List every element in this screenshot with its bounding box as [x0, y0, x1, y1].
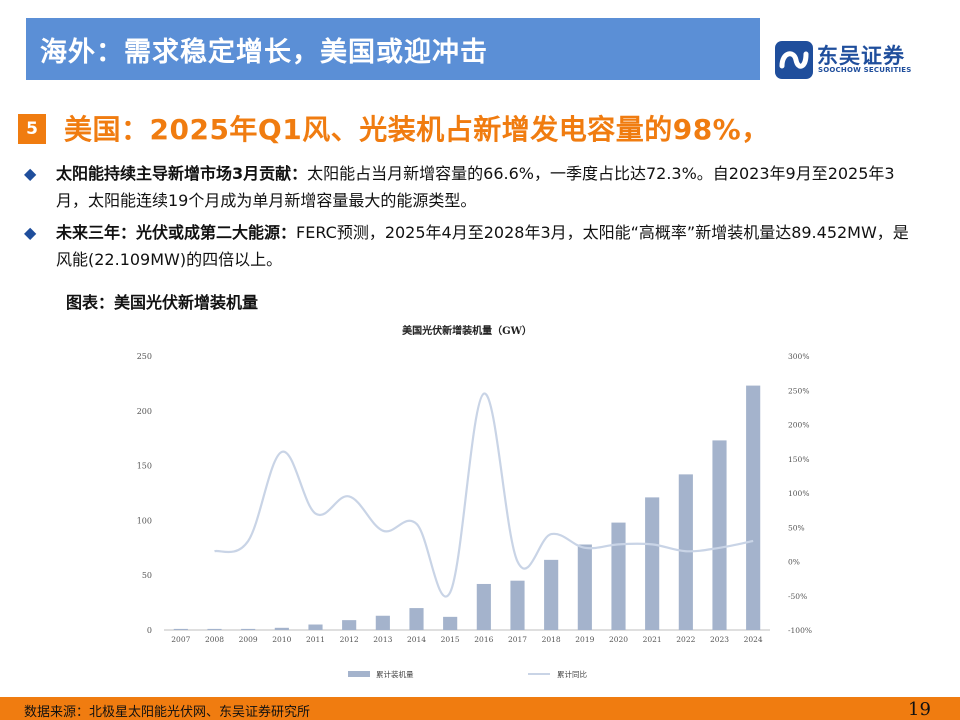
capacity-bar	[510, 580, 525, 630]
legend-bar-label: 累计装机量	[376, 669, 414, 679]
y-right-tick-label: 250%	[788, 386, 809, 395]
x-tick-label: 2007	[171, 635, 190, 644]
y-right-tick-label: 50%	[788, 523, 805, 532]
y-left-tick-label: 0	[147, 626, 152, 635]
x-tick-label: 2020	[609, 635, 628, 644]
y-left-tick-label: 250	[137, 352, 152, 361]
title-bar: 海外：需求稳定增长，美国或迎冲击	[26, 18, 760, 80]
footer-bar	[0, 697, 960, 720]
capacity-bar	[544, 559, 559, 630]
bullet-2-text: FERC预测，2025年4月至2028年3月，太阳能“高概率”新增装机量达89.…	[56, 223, 909, 269]
x-tick-label: 2018	[542, 635, 561, 644]
y-right-tick-label: 100%	[788, 489, 809, 498]
logo-cn-text: 东吴证券	[817, 44, 905, 68]
soochow-logo-icon	[775, 41, 813, 79]
x-tick-label: 2021	[643, 635, 662, 644]
x-tick-label: 2009	[239, 635, 258, 644]
page-number: 19	[908, 699, 931, 720]
bullet-1-heading: 太阳能持续主导新增市场3月贡献：	[56, 164, 308, 183]
capacity-bar	[308, 624, 323, 630]
y-right-tick-label: -50%	[788, 592, 807, 601]
legend-line-label: 累计同比	[557, 669, 587, 679]
bullet-2-heading: 未来三年：光伏或成第二大能源：	[56, 223, 297, 242]
x-tick-label: 2016	[474, 635, 493, 644]
y-right-tick-label: 300%	[788, 352, 809, 361]
x-tick-label: 2014	[407, 635, 426, 644]
y-left-tick-label: 100	[137, 516, 152, 525]
x-tick-label: 2010	[272, 635, 291, 644]
diamond-bullet-icon: ◆	[24, 223, 37, 242]
x-tick-label: 2024	[744, 635, 763, 644]
chart-title: 美国光伏新增装机量（GW）	[402, 324, 532, 337]
y-left-tick-label: 200	[137, 407, 152, 416]
x-tick-label: 2019	[575, 635, 594, 644]
bullet-paragraph-1: 太阳能持续主导新增市场3月贡献：太阳能占当月新增容量的66.6%，一季度占比达7…	[56, 160, 916, 214]
chart-heading: 图表：美国光伏新增装机量	[66, 293, 259, 312]
capacity-bar	[476, 583, 491, 630]
capacity-bar	[611, 522, 626, 630]
x-tick-label: 2022	[676, 635, 695, 644]
y-right-tick-label: 150%	[788, 455, 809, 464]
diamond-bullet-icon: ◆	[24, 164, 37, 183]
page-title: 海外：需求稳定增长，美国或迎冲击	[40, 37, 488, 68]
x-tick-label: 2013	[373, 635, 392, 644]
x-tick-label: 2008	[205, 635, 224, 644]
logo-en-text: SOOCHOW SECURITIES	[818, 66, 912, 74]
capacity-bar	[207, 628, 222, 630]
bullet-1-text: 太阳能占当月新增容量的66.6%，一季度占比达72.3%。自2023年9月至20…	[56, 164, 895, 210]
capacity-bar	[746, 385, 761, 630]
x-tick-label: 2017	[508, 635, 527, 644]
y-right-tick-label: 0%	[788, 558, 800, 567]
y-right-tick-label: 200%	[788, 421, 809, 430]
bullet-paragraph-2: 未来三年：光伏或成第二大能源：FERC预测，2025年4月至2028年3月，太阳…	[56, 219, 916, 273]
y-left-tick-label: 150	[137, 462, 152, 471]
capacity-bar	[342, 620, 357, 630]
company-logo: 东吴证券 SOOCHOW SECURITIES	[774, 36, 924, 80]
capacity-bar	[409, 608, 424, 630]
capacity-bar	[241, 628, 256, 630]
y-right-tick-label: -100%	[788, 626, 812, 635]
x-tick-label: 2011	[306, 635, 325, 644]
installed-capacity-chart: 美国光伏新增装机量（GW） 0 50 100 150 200 250 -100% -50% 0% 5…	[137, 324, 812, 679]
data-source: 数据来源：北极星太阳能光伏网、东吴证券研究所	[24, 705, 311, 720]
capacity-bar	[645, 497, 660, 630]
y-left-tick-label: 50	[142, 571, 152, 580]
x-tick-label: 2012	[340, 635, 359, 644]
yoy-growth-line	[214, 392, 754, 598]
capacity-bar	[712, 440, 727, 630]
capacity-bar	[274, 627, 289, 630]
x-tick-label: 2023	[710, 635, 729, 644]
capacity-bar	[173, 628, 188, 630]
capacity-bar	[443, 616, 458, 630]
capacity-bar	[577, 544, 592, 630]
legend-bar-swatch	[348, 671, 370, 677]
section-number-badge: 5	[18, 114, 46, 144]
capacity-bar	[375, 615, 390, 630]
x-tick-label: 2015	[441, 635, 460, 644]
section-title: 美国：2025年Q1风、光装机占新增发电容量的98%，	[64, 113, 770, 146]
